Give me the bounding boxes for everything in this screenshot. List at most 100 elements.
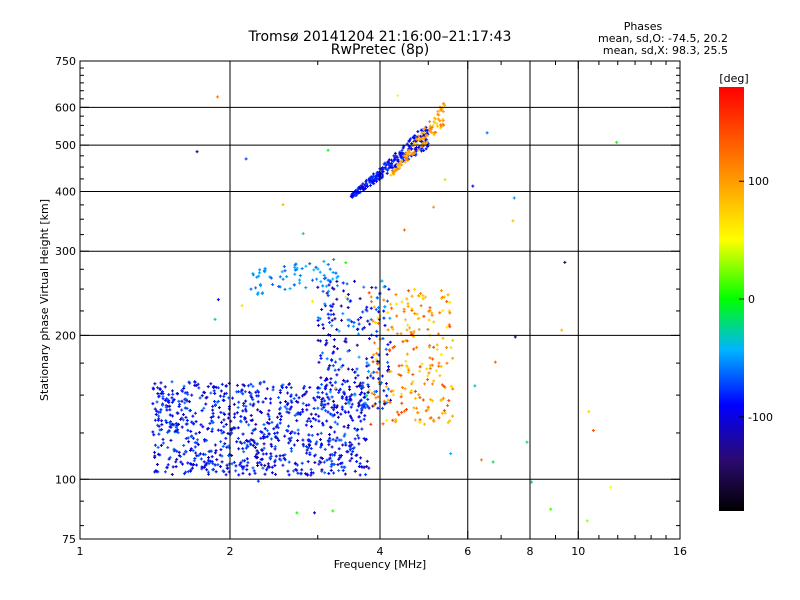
scatter-point — [169, 438, 173, 442]
scatter-point — [312, 454, 316, 458]
scatter-point — [222, 394, 226, 398]
scatter-point — [301, 232, 305, 236]
scatter-point — [361, 310, 365, 314]
scatter-point — [432, 379, 436, 383]
scatter-point — [177, 454, 181, 458]
scatter-point — [368, 176, 372, 180]
scatter-point — [364, 438, 368, 442]
scatter-point — [437, 113, 441, 117]
scatter-point — [391, 170, 395, 174]
scatter-point — [292, 469, 296, 473]
scatter-point — [405, 339, 409, 343]
scatter-point — [423, 422, 427, 426]
scatter-point — [190, 466, 194, 470]
scatter-point — [353, 380, 357, 384]
scatter-point — [389, 165, 393, 169]
scatter-point — [224, 422, 228, 426]
scatter-point — [471, 184, 475, 188]
scatter-point — [192, 459, 196, 463]
scatter-point — [413, 389, 417, 393]
scatter-point — [293, 272, 297, 276]
scatter-point — [320, 307, 324, 311]
scatter-point — [213, 451, 217, 455]
scatter-point — [151, 402, 155, 406]
scatter-point — [230, 462, 234, 466]
scatter-point — [153, 443, 157, 447]
scatter-point — [445, 346, 449, 350]
scatter-point — [322, 273, 326, 277]
scatter-point — [406, 302, 410, 306]
scatter-point — [190, 393, 194, 397]
scatter-point — [200, 409, 204, 413]
scatter-point — [410, 142, 414, 146]
scatter-point — [332, 403, 336, 407]
scatter-point — [368, 184, 372, 188]
scatter-point — [153, 382, 157, 386]
scatter-point — [349, 416, 353, 420]
scatter-point — [324, 409, 328, 413]
scatter-point — [408, 139, 412, 143]
scatter-point — [374, 179, 378, 183]
scatter-point — [289, 405, 293, 409]
scatter-point — [549, 507, 553, 511]
scatter-point — [351, 450, 355, 454]
scatter-point — [160, 419, 164, 423]
scatter-point — [376, 406, 380, 410]
scatter-point — [442, 409, 446, 413]
scatter-point — [423, 295, 427, 299]
scatter-point — [244, 404, 248, 408]
scatter-point — [357, 465, 361, 469]
scatter-point — [331, 302, 335, 306]
scatter-point — [400, 363, 404, 367]
scatter-point — [204, 402, 208, 406]
scatter-point — [304, 264, 308, 268]
scatter-point — [330, 453, 334, 457]
scatter-point — [355, 192, 359, 196]
scatter-point — [439, 123, 443, 127]
scatter-point — [383, 402, 387, 406]
scatter-point — [203, 391, 207, 395]
scatter-point — [405, 328, 409, 332]
scatter-point — [232, 426, 236, 430]
scatter-point — [244, 420, 248, 424]
scatter-point — [308, 262, 312, 266]
scatter-point — [412, 329, 416, 333]
scatter-point — [437, 361, 441, 365]
x-axis-label: Frequency [MHz] — [334, 558, 426, 571]
scatter-point — [212, 385, 216, 389]
scatter-point — [230, 428, 234, 432]
scatter-point — [273, 458, 277, 462]
scatter-point — [221, 444, 225, 448]
scatter-point — [418, 396, 422, 400]
scatter-point — [205, 438, 209, 442]
scatter-point — [251, 398, 255, 402]
scatter-point — [174, 426, 178, 430]
scatter-point — [361, 182, 365, 186]
scatter-point — [585, 519, 589, 523]
scatter-point — [340, 382, 344, 386]
scatter-point — [316, 318, 320, 322]
scatter-point — [333, 317, 337, 321]
scatter-point — [399, 373, 403, 377]
scatter-point — [293, 431, 297, 435]
scatter-point — [395, 332, 399, 336]
scatter-point — [185, 399, 189, 403]
scatter-point — [446, 293, 450, 297]
scatter-point — [166, 463, 170, 467]
scatter-point — [263, 268, 267, 272]
scatter-point — [369, 374, 373, 378]
scatter-point — [304, 472, 308, 476]
scatter-point — [344, 295, 348, 299]
scatter-point — [354, 454, 358, 458]
scatter-point — [199, 457, 203, 461]
scatter-point — [211, 408, 215, 412]
scatter-point — [181, 462, 185, 466]
scatter-point — [309, 419, 313, 423]
scatter-point — [337, 391, 341, 395]
scatter-point — [222, 430, 226, 434]
scatter-point — [360, 387, 364, 391]
scatter-point — [316, 267, 320, 271]
scatter-point — [203, 439, 207, 443]
scatter-point — [335, 404, 339, 408]
scatter-point — [447, 323, 451, 327]
